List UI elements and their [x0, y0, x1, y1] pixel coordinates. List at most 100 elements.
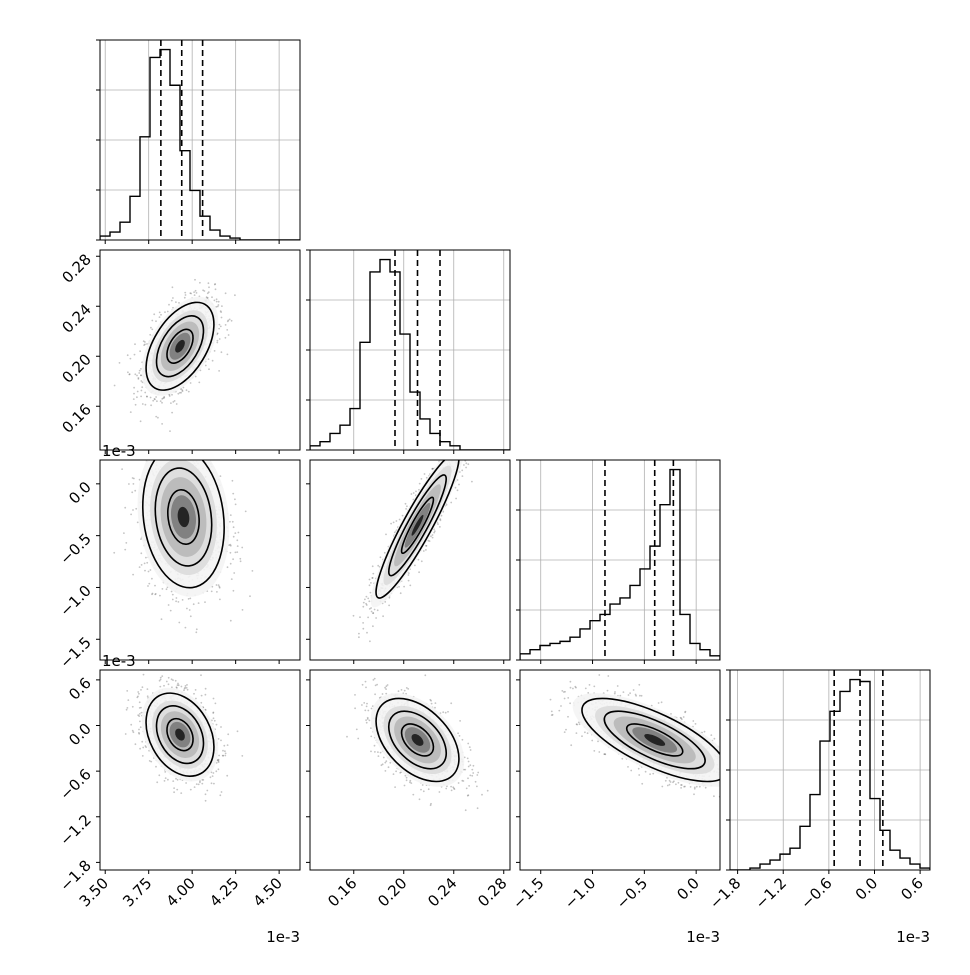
- sample-point: [463, 464, 465, 466]
- sample-point: [200, 423, 202, 425]
- sample-point: [236, 551, 238, 553]
- sample-point: [147, 457, 149, 459]
- sample-point: [433, 532, 435, 534]
- sample-point: [149, 334, 151, 336]
- sample-point: [445, 452, 447, 454]
- sample-point: [178, 622, 180, 624]
- sample-point: [230, 545, 232, 547]
- sample-point: [453, 455, 455, 457]
- sample-point: [171, 591, 173, 593]
- sample-point: [193, 457, 195, 459]
- sample-point: [180, 456, 182, 458]
- histogram-panel-0: [96, 40, 300, 244]
- sample-point: [135, 404, 137, 406]
- sample-point: [170, 610, 172, 612]
- sample-point: [240, 560, 242, 562]
- sample-point: [233, 572, 235, 574]
- sample-point: [385, 534, 387, 536]
- sample-point: [439, 454, 441, 456]
- sample-point: [439, 526, 441, 528]
- sample-point: [371, 577, 373, 579]
- sample-point: [186, 389, 188, 391]
- sample-point: [188, 598, 190, 600]
- sample-point: [218, 304, 220, 306]
- scatter-panel-0-3: [96, 654, 300, 874]
- histogram-step-0: [100, 50, 300, 240]
- sample-point: [465, 439, 467, 441]
- sample-point: [216, 298, 218, 300]
- sample-point: [454, 454, 456, 456]
- sample-point: [172, 401, 174, 403]
- sample-point: [190, 293, 192, 295]
- sample-point: [230, 563, 232, 565]
- sample-point: [366, 632, 368, 634]
- sample-point: [456, 453, 458, 455]
- sample-point: [227, 566, 229, 568]
- sample-point: [137, 391, 139, 393]
- panel-content: [112, 378, 253, 634]
- sample-point: [138, 372, 140, 374]
- sample-point: [204, 601, 206, 603]
- sample-point: [144, 344, 146, 346]
- sample-point: [239, 558, 241, 560]
- sample-point: [183, 441, 185, 443]
- sample-point: [141, 426, 143, 428]
- sample-point: [194, 279, 196, 281]
- sample-point: [161, 618, 163, 620]
- sample-point: [377, 565, 379, 567]
- sample-point: [140, 374, 142, 376]
- sample-point: [369, 584, 371, 586]
- sample-point: [185, 456, 187, 458]
- sample-point: [440, 519, 442, 521]
- sample-point: [455, 487, 457, 489]
- sample-point: [432, 534, 434, 536]
- sample-point: [146, 396, 148, 398]
- sample-point: [461, 454, 463, 456]
- sample-point: [241, 547, 243, 549]
- sample-point: [172, 453, 174, 455]
- sample-point: [234, 294, 236, 296]
- sample-point: [132, 574, 134, 576]
- sample-point: [458, 457, 460, 459]
- sample-point: [229, 319, 231, 321]
- sample-point: [134, 343, 136, 345]
- sample-point: [450, 455, 452, 457]
- sample-point: [159, 316, 161, 318]
- sample-point: [167, 311, 169, 313]
- sample-point: [139, 370, 141, 372]
- sample-point: [233, 590, 235, 592]
- sample-point: [144, 570, 146, 572]
- sample-point: [152, 433, 154, 435]
- sample-point: [134, 490, 136, 492]
- sample-point: [172, 422, 174, 424]
- sample-point: [169, 424, 171, 426]
- sample-point: [464, 443, 466, 445]
- sample-point: [421, 478, 423, 480]
- sample-point: [230, 552, 232, 554]
- sample-point: [372, 565, 374, 567]
- sample-point: [128, 374, 130, 376]
- sample-point: [185, 294, 187, 296]
- sample-point: [140, 552, 142, 554]
- sample-point: [132, 509, 134, 511]
- sample-point: [411, 493, 413, 495]
- sample-point: [139, 566, 141, 568]
- sample-point: [150, 404, 152, 406]
- sample-point: [234, 498, 236, 500]
- sample-point: [364, 599, 366, 601]
- sample-point: [455, 498, 457, 500]
- sample-point: [216, 427, 218, 429]
- sample-point: [140, 380, 142, 382]
- sample-point: [150, 397, 152, 399]
- sample-point: [174, 421, 176, 423]
- sample-point: [235, 504, 237, 506]
- sample-point: [195, 453, 197, 455]
- sample-point: [192, 447, 194, 449]
- sample-point: [205, 456, 207, 458]
- sample-point: [372, 612, 374, 614]
- sample-point: [185, 627, 187, 629]
- sample-point: [465, 458, 467, 460]
- sample-point: [419, 483, 421, 485]
- sample-point: [143, 340, 145, 342]
